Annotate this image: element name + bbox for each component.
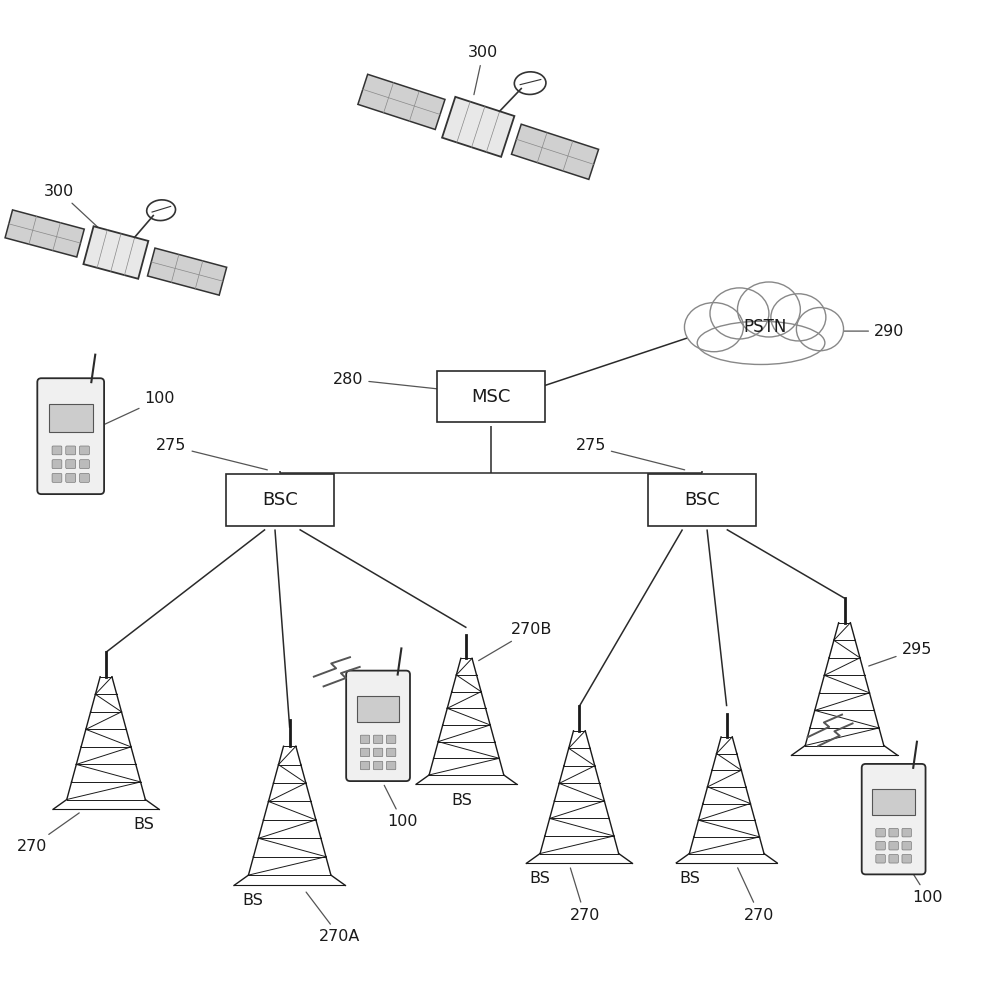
Text: 275: 275 — [575, 438, 684, 470]
Text: 100: 100 — [103, 391, 175, 425]
FancyBboxPatch shape — [373, 735, 383, 744]
FancyBboxPatch shape — [360, 735, 369, 744]
FancyBboxPatch shape — [360, 748, 369, 757]
FancyBboxPatch shape — [901, 855, 911, 863]
FancyBboxPatch shape — [901, 841, 911, 850]
Polygon shape — [147, 248, 227, 295]
FancyBboxPatch shape — [80, 460, 89, 469]
FancyBboxPatch shape — [889, 828, 899, 837]
Text: BS: BS — [242, 893, 263, 908]
Text: 280: 280 — [333, 372, 464, 392]
Ellipse shape — [771, 294, 826, 341]
FancyBboxPatch shape — [889, 855, 899, 863]
Text: 300: 300 — [468, 45, 498, 95]
Text: 290: 290 — [831, 324, 904, 339]
FancyBboxPatch shape — [66, 446, 76, 455]
FancyBboxPatch shape — [876, 841, 886, 850]
FancyBboxPatch shape — [889, 841, 899, 850]
FancyBboxPatch shape — [52, 473, 62, 482]
Text: 270: 270 — [17, 813, 80, 854]
FancyBboxPatch shape — [437, 371, 545, 422]
Ellipse shape — [684, 303, 743, 352]
Ellipse shape — [796, 308, 844, 351]
FancyBboxPatch shape — [66, 460, 76, 469]
FancyBboxPatch shape — [901, 828, 911, 837]
Text: 100: 100 — [905, 861, 944, 905]
Text: BSC: BSC — [262, 491, 298, 509]
FancyBboxPatch shape — [80, 473, 89, 482]
Ellipse shape — [697, 321, 825, 364]
Polygon shape — [357, 74, 445, 129]
FancyBboxPatch shape — [387, 735, 396, 744]
Ellipse shape — [737, 282, 800, 337]
FancyBboxPatch shape — [52, 460, 62, 469]
Text: 100: 100 — [384, 785, 418, 829]
Polygon shape — [5, 210, 84, 257]
Ellipse shape — [710, 288, 769, 339]
FancyBboxPatch shape — [387, 748, 396, 757]
FancyBboxPatch shape — [648, 474, 756, 526]
Text: 270: 270 — [570, 868, 600, 923]
FancyBboxPatch shape — [360, 761, 369, 770]
Text: 270: 270 — [737, 868, 775, 923]
Polygon shape — [83, 226, 148, 279]
FancyBboxPatch shape — [387, 761, 396, 770]
FancyBboxPatch shape — [862, 764, 925, 874]
FancyBboxPatch shape — [876, 828, 886, 837]
FancyBboxPatch shape — [66, 473, 76, 482]
Polygon shape — [442, 97, 515, 157]
Text: BS: BS — [679, 871, 700, 886]
Text: BS: BS — [451, 793, 472, 808]
FancyBboxPatch shape — [356, 696, 400, 722]
FancyBboxPatch shape — [373, 761, 383, 770]
Text: 300: 300 — [44, 184, 104, 233]
Text: PSTN: PSTN — [743, 318, 787, 336]
FancyBboxPatch shape — [48, 404, 93, 432]
Text: 270B: 270B — [478, 622, 552, 661]
Text: 270A: 270A — [306, 892, 360, 944]
FancyBboxPatch shape — [373, 748, 383, 757]
FancyBboxPatch shape — [37, 378, 104, 494]
FancyBboxPatch shape — [52, 446, 62, 455]
Text: 295: 295 — [869, 642, 932, 666]
Polygon shape — [512, 124, 599, 179]
Text: MSC: MSC — [471, 388, 511, 406]
FancyBboxPatch shape — [346, 671, 410, 781]
FancyBboxPatch shape — [80, 446, 89, 455]
FancyBboxPatch shape — [872, 789, 915, 815]
Text: BSC: BSC — [684, 491, 720, 509]
Text: 275: 275 — [156, 438, 267, 470]
FancyBboxPatch shape — [876, 855, 886, 863]
Text: BS: BS — [529, 871, 551, 886]
Text: BS: BS — [134, 817, 154, 832]
FancyBboxPatch shape — [226, 474, 334, 526]
